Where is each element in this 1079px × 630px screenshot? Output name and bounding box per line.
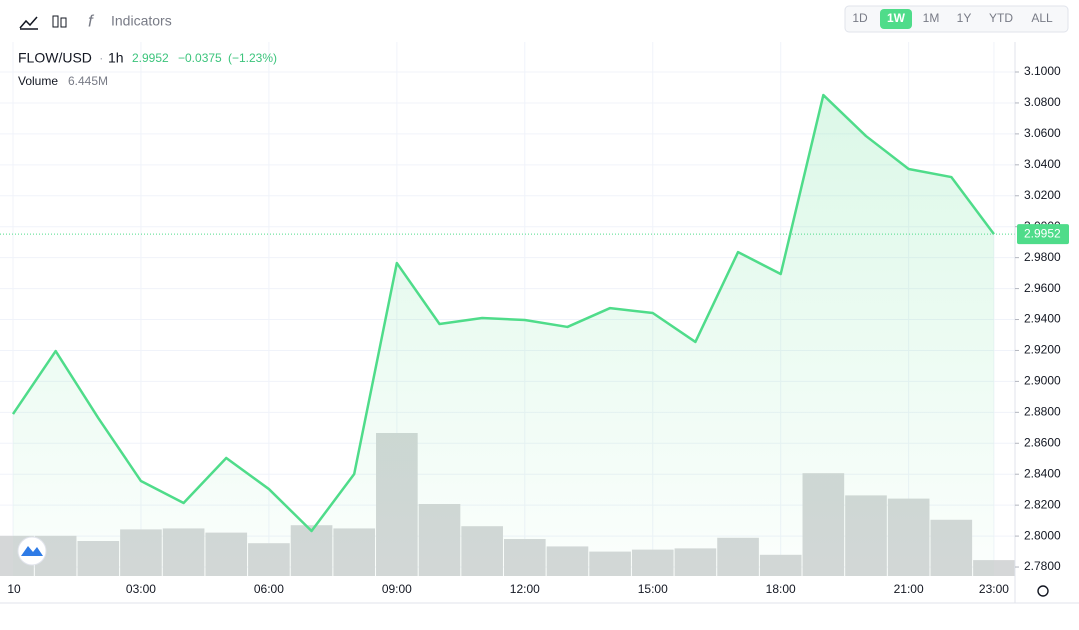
- range-buttons: 1D 1W 1M 1Y YTD ALL: [852, 9, 1053, 29]
- x-tick-label: 21:00: [894, 582, 924, 596]
- x-tick-label: 06:00: [254, 582, 284, 596]
- line-icon[interactable]: [19, 16, 38, 29]
- y-tick-label: 2.9400: [1024, 312, 1061, 326]
- y-tick-label: 2.8000: [1024, 528, 1061, 542]
- y-tick-label: 2.8200: [1024, 497, 1061, 511]
- range-button[interactable]: 1Y: [957, 11, 972, 25]
- x-tick-label: 15:00: [638, 582, 668, 596]
- y-tick-label: 2.8800: [1024, 405, 1061, 419]
- x-tick-label: 18:00: [766, 582, 796, 596]
- range-button[interactable]: 1M: [923, 11, 940, 25]
- range-active: [880, 9, 912, 29]
- price-line: [11, 93, 995, 533]
- indicators-button[interactable]: Indicators: [111, 13, 172, 29]
- y-tick-label: 3.0200: [1024, 188, 1061, 202]
- x-tick-label: 23:00: [979, 582, 1009, 596]
- symbol: FLOW/USD: [18, 50, 92, 66]
- y-tick-label: 2.9000: [1024, 374, 1061, 388]
- y-tick-label: 2.9600: [1024, 281, 1061, 295]
- volume-label: Volume: [18, 74, 58, 88]
- y-tick-label: 3.0800: [1024, 95, 1061, 109]
- y-tick-label: 2.8600: [1024, 435, 1061, 449]
- change-pct: (−1.23%): [228, 51, 277, 65]
- x-tick-label: 12:00: [510, 582, 540, 596]
- range-button[interactable]: ALL: [1031, 11, 1053, 25]
- x-tick-label: 10: [7, 582, 21, 596]
- fx-icon[interactable]: f: [88, 11, 95, 30]
- price-area: [13, 95, 994, 576]
- range-button[interactable]: 1W: [887, 11, 906, 25]
- range-button[interactable]: YTD: [989, 11, 1013, 25]
- y-tick-label: 3.0400: [1024, 157, 1061, 171]
- change: −0.0375: [178, 51, 222, 65]
- y-tick-label: 3.1000: [1024, 64, 1061, 78]
- dot: ·: [99, 50, 104, 66]
- y-tick-label: 3.0600: [1024, 126, 1061, 140]
- x-tick-label: 03:00: [126, 582, 156, 596]
- y-tick-label: 2.7800: [1024, 559, 1061, 573]
- volume-value: 6.445M: [68, 74, 108, 88]
- last-price-label: 2.9952: [1024, 226, 1061, 240]
- y-tick-label: 2.9800: [1024, 250, 1061, 264]
- last-price: 2.9952: [132, 51, 169, 65]
- toolbar: f Indicators 1D 1W 1M 1Y YTD ALL: [19, 5, 1069, 33]
- logo-mark: [21, 546, 43, 556]
- last-price-tag: [1017, 224, 1069, 245]
- y-tick-label: 2.8400: [1024, 466, 1061, 480]
- price: [0, 93, 1015, 576]
- settings-icon[interactable]: [1037, 585, 1049, 597]
- range-button[interactable]: 1D: [852, 11, 868, 25]
- x-tick-label: 09:00: [382, 582, 412, 596]
- candle-icon: [60, 17, 67, 28]
- candle-icon[interactable]: [52, 15, 59, 28]
- interval: 1h: [108, 50, 124, 66]
- y-tick-label: 2.9200: [1024, 343, 1061, 357]
